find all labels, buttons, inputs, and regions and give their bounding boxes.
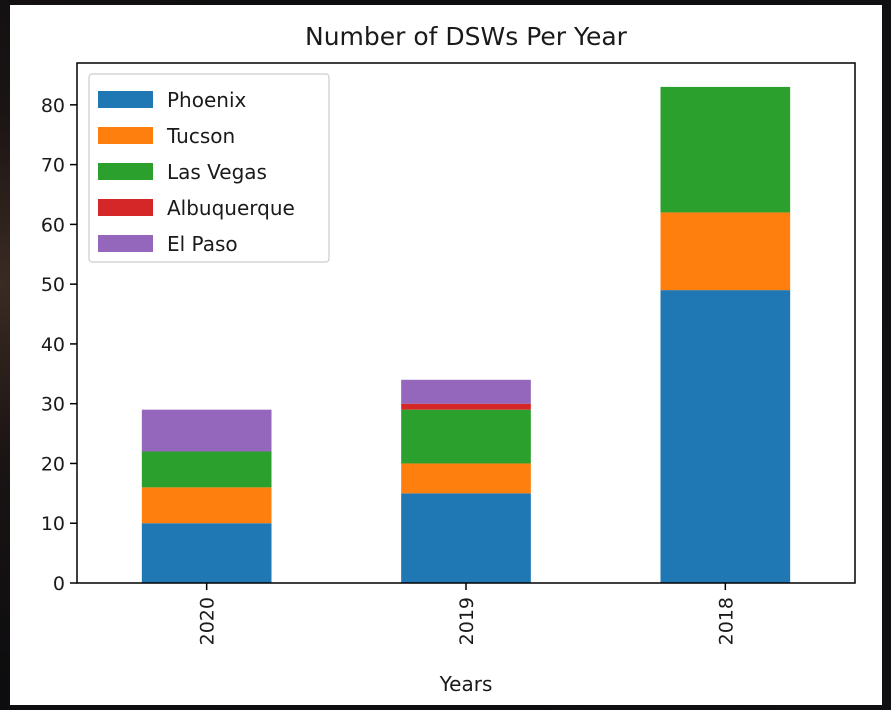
y-tick-label-0: 0 (53, 573, 65, 595)
legend: Phoenix Tucson Las Vegas Albuquerque El Paso (88, 73, 330, 263)
bar-chart: Number of DSWs Per Year 0 10 20 30 40 50 60 70 8… (41, 22, 856, 696)
bars-group (141, 86, 791, 583)
y-tick-label-40: 40 (41, 334, 65, 356)
bar-2018-tucson (660, 212, 791, 291)
bar-2020-phoenix (141, 523, 272, 583)
y-tick-label-60: 60 (41, 214, 65, 236)
legend-swatch-tucson (98, 127, 153, 144)
legend-swatch-el-paso (98, 235, 153, 252)
bar-2019-albuquerque (401, 403, 531, 410)
bar-2020-las-vegas (141, 451, 272, 488)
legend-swatch-las-vegas (98, 163, 153, 180)
y-tick-label-80: 80 (41, 95, 65, 117)
legend-label-phoenix: Phoenix (167, 88, 247, 112)
bar-2019-el-paso (401, 379, 531, 404)
y-tick-label-30: 30 (41, 394, 65, 416)
legend-label-el-paso: El Paso (167, 232, 238, 256)
legend-swatch-phoenix (98, 91, 153, 108)
y-tick-label-50: 50 (41, 274, 65, 296)
x-axis-label: Years (439, 672, 493, 696)
legend-swatch-albuquerque (98, 199, 153, 216)
bar-2019-las-vegas (401, 409, 531, 464)
legend-label-tucson: Tucson (166, 124, 235, 148)
y-tick-label-20: 20 (41, 453, 65, 475)
bar-2020-tucson (141, 487, 272, 524)
chart-figure: Number of DSWs Per Year 0 10 20 30 40 50 60 70 8… (10, 5, 882, 705)
bar-2018-las-vegas (660, 86, 791, 213)
bar-2019-tucson (401, 463, 531, 494)
bar-2019-phoenix (401, 493, 531, 583)
x-tick-label-2020: 2020 (197, 597, 219, 645)
x-tick-label-2019: 2019 (456, 597, 478, 645)
y-tick-label-70: 70 (41, 155, 65, 177)
chart-title: Number of DSWs Per Year (305, 22, 628, 51)
axes-group: 0 10 20 30 40 50 60 70 80 2020 2019 2018 (41, 62, 856, 645)
bar-2018-phoenix (660, 290, 791, 583)
bar-2020-el-paso (141, 409, 272, 452)
y-tick-label-10: 10 (41, 513, 65, 535)
legend-label-las-vegas: Las Vegas (167, 160, 267, 184)
legend-label-albuquerque: Albuquerque (167, 196, 295, 220)
x-tick-label-2018: 2018 (715, 597, 737, 645)
